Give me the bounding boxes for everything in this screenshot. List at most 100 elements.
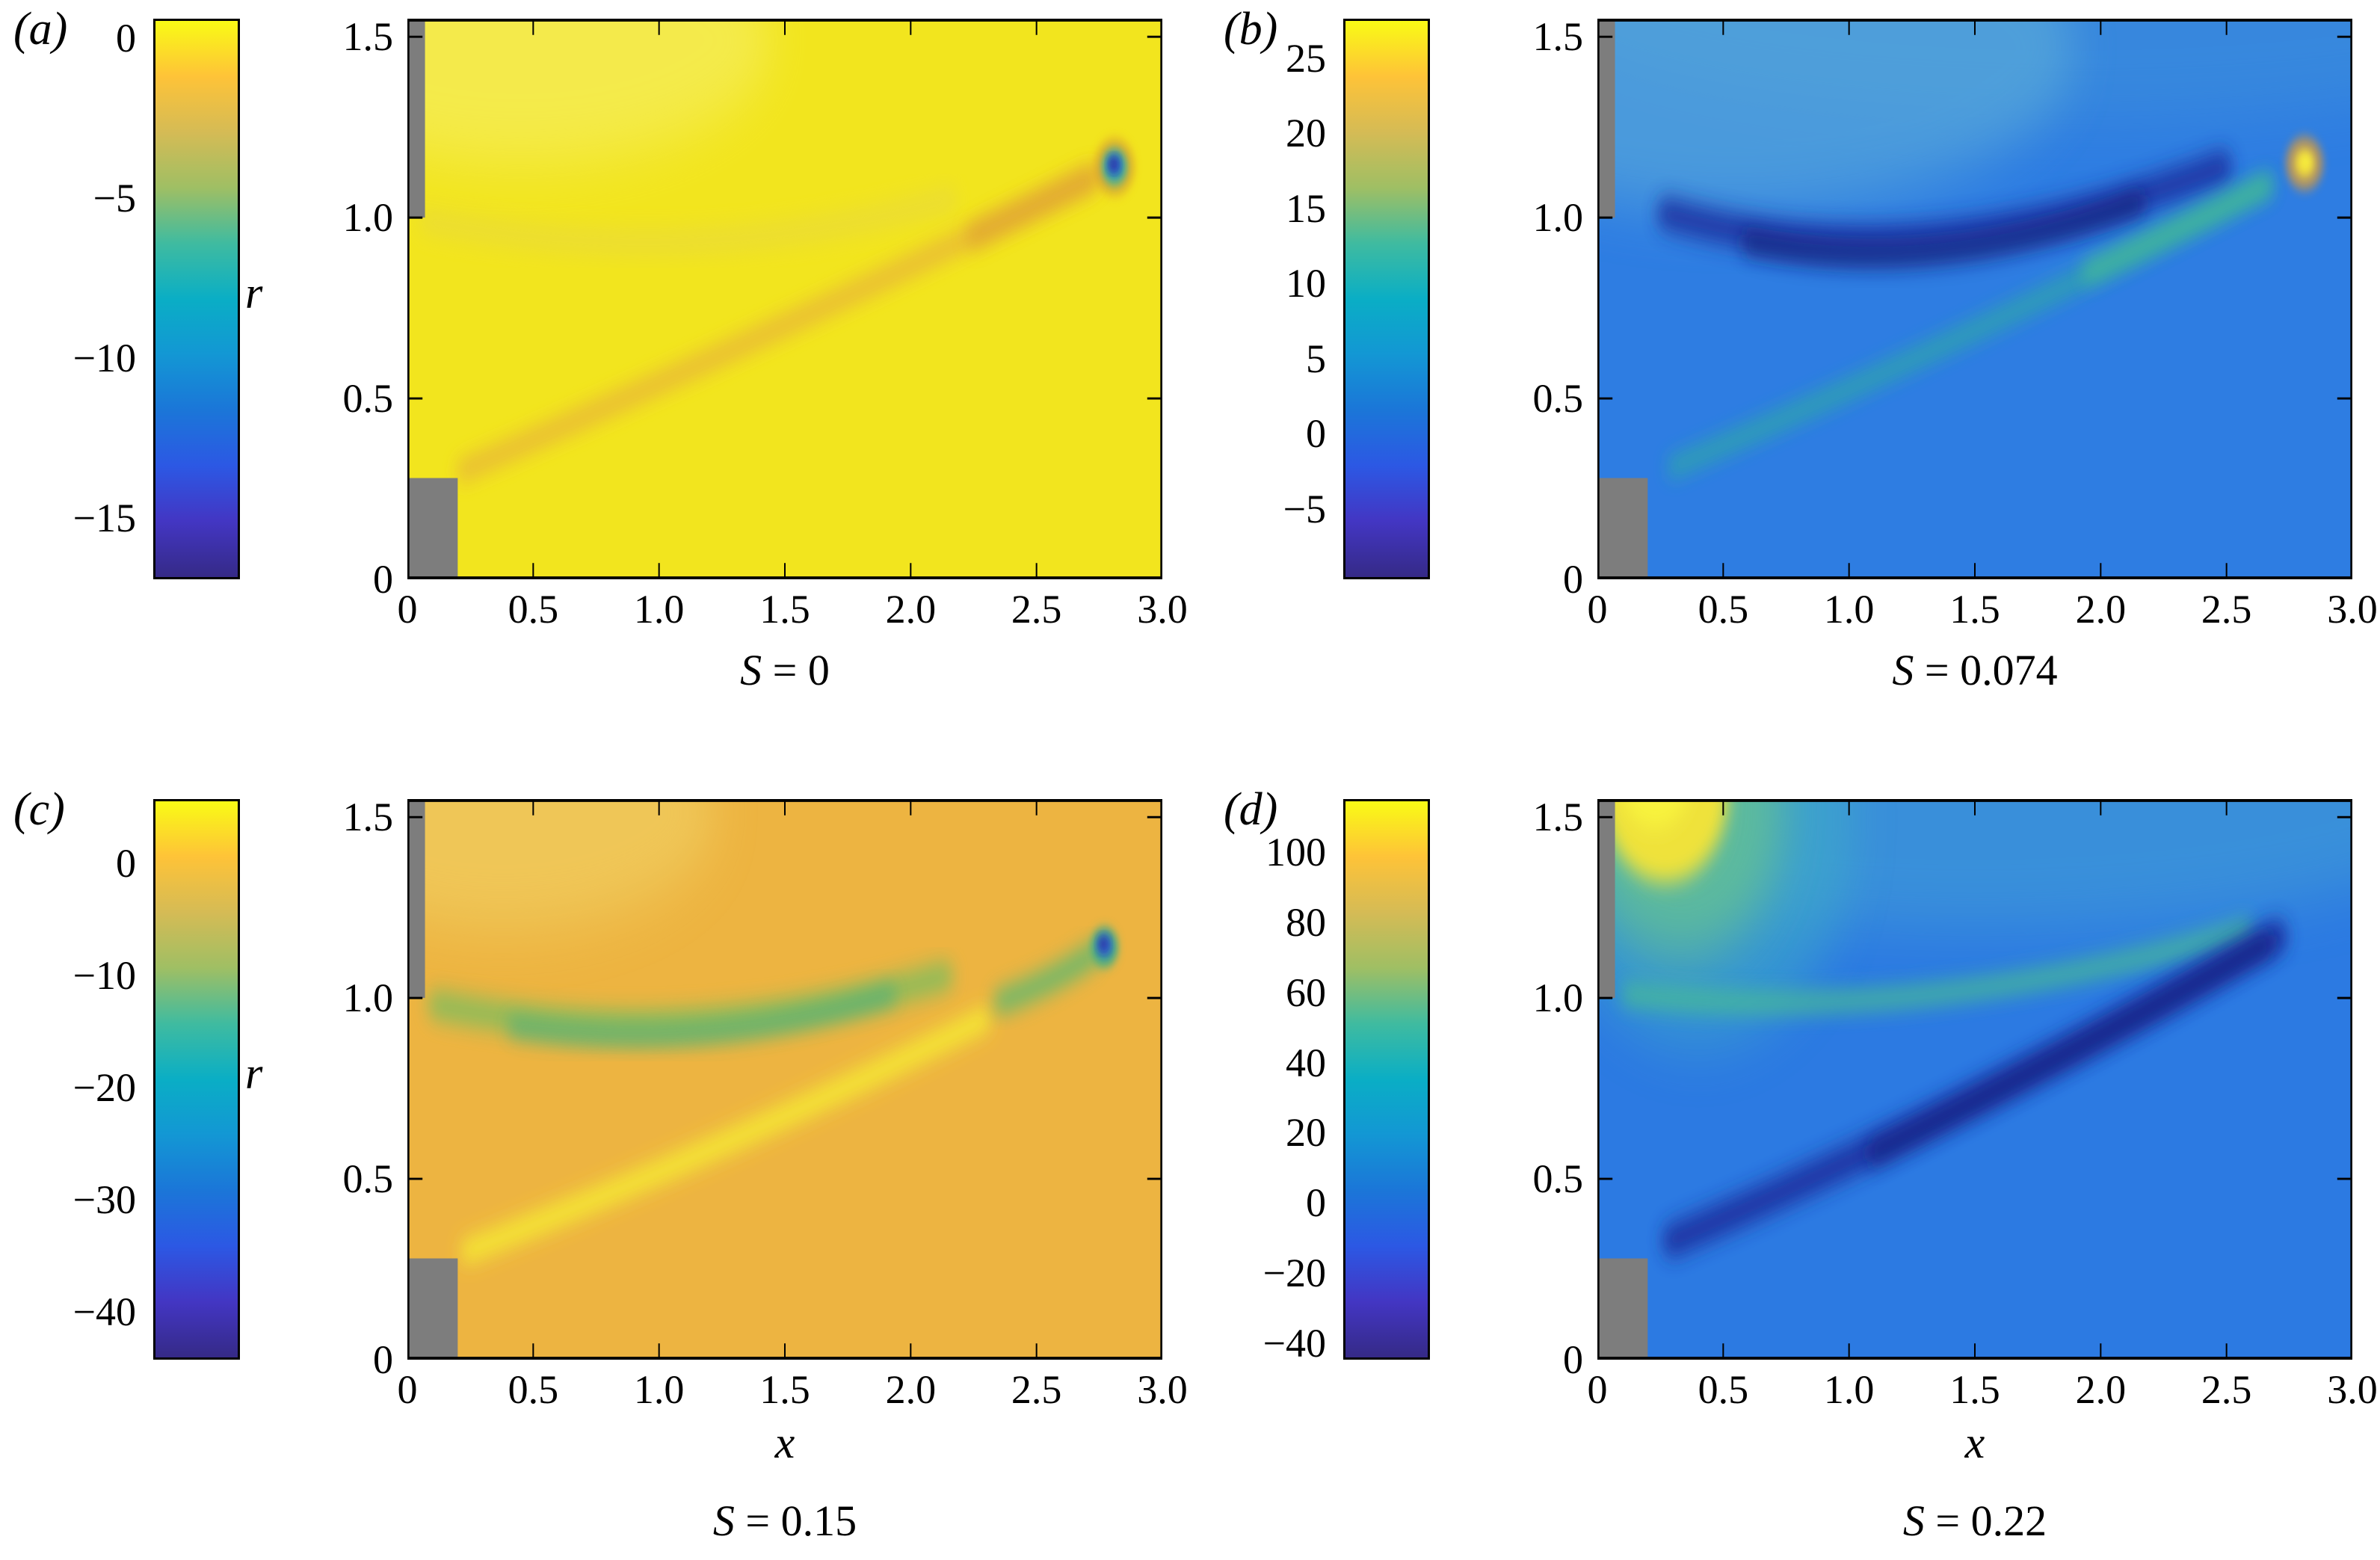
parula-colorbar-gradient: [155, 801, 238, 1357]
nozzle-wall: [407, 19, 425, 218]
y-tick-label: 1.5: [342, 795, 394, 840]
panel-a-label: (a): [13, 4, 68, 55]
colorbar-tick-label: −20: [1263, 1250, 1326, 1295]
topleft-haze: [407, 19, 773, 164]
panel-a-caption: S = 0: [407, 649, 1162, 692]
panel-b-label: (b): [1224, 4, 1278, 55]
x-tick-label: 2.5: [1011, 1367, 1062, 1412]
swirl-symbol: S: [712, 1496, 735, 1545]
nozzle-centerbody: [407, 1258, 458, 1360]
swirl-value: = 0.074: [1924, 646, 2058, 694]
colorbar-tick-label: −5: [1283, 486, 1326, 531]
x-tick-label: 0: [397, 587, 418, 632]
parula-colorbar-gradient: [155, 21, 238, 577]
colorbar-tick-label: 0: [1306, 1180, 1326, 1225]
x-tick-label: 1.5: [1949, 1367, 2000, 1412]
x-tick-label: 0.5: [508, 587, 559, 632]
panel-c-caption: S = 0.15: [407, 1499, 1162, 1543]
y-tick-label: 0.5: [342, 1156, 394, 1202]
panel-c-colorbar-ticks: 0 −10 −20 −30 −40: [0, 799, 144, 1360]
panel-d: (d) 100 80 60 40 20 0 −20 −40 1.5 1.0 0.…: [1190, 780, 2380, 1560]
outer-shear-dark-core: [1741, 193, 2146, 267]
panel-d-ytick-labels: 1.5 1.0 0.5 0: [1459, 797, 1588, 1380]
nozzle-centerbody: [1597, 478, 1648, 579]
y-tick-label: 0.5: [1532, 376, 1584, 422]
panel-c-xlabel: x: [774, 1418, 795, 1467]
y-axis-ticks: [1597, 816, 2352, 1180]
panel-a-colorbar-ticks: 0 −5 −10 −15: [0, 16, 144, 579]
colorbar-tick-label: 20: [1286, 1110, 1326, 1156]
corner-max-yellow-core: [1603, 799, 1728, 883]
x-tick-label: 1.5: [759, 587, 810, 632]
x-tick-label: 0.5: [1698, 1367, 1749, 1412]
x-tick-label: 3.0: [2327, 1367, 2378, 1412]
swirl-value: = 0.22: [1935, 1496, 2047, 1545]
plot-frame: [1597, 19, 2352, 579]
panel-a-plot: [407, 19, 1162, 579]
panel-d-label: (d): [1224, 784, 1278, 835]
swirl-symbol: S: [1892, 646, 1914, 694]
swirl-symbol: S: [1902, 1496, 1925, 1545]
panel-d-colorbar: [1343, 799, 1430, 1360]
y-tick-label: 1.5: [1532, 14, 1584, 60]
x-tick-label: 3.0: [2327, 587, 2378, 632]
x-tick-label: 1.5: [1949, 587, 2000, 632]
parula-colorbar-gradient: [1345, 21, 1428, 577]
x-tick-label: 2.0: [885, 1367, 937, 1412]
y-tick-label: 1.0: [1532, 975, 1584, 1021]
colorbar-tick-label: 0: [116, 841, 136, 887]
corner-max-bright-center: [1623, 799, 1688, 828]
x-tick-label: 0: [397, 1367, 418, 1412]
x-axis-ticks: [1597, 19, 2352, 579]
colorbar-tick-label: 0: [116, 16, 136, 61]
y-axis-ticks: [1597, 35, 2352, 400]
nozzle-centerbody: [407, 478, 458, 579]
heatmap-panel-b: [1597, 19, 2352, 579]
y-tick-label: 1.0: [342, 195, 394, 241]
x-tick-label: 1.0: [633, 1367, 685, 1412]
inner-shear-yellow-streak: [460, 1008, 992, 1263]
vortex-core: [1099, 937, 1108, 950]
panel-a: (a) 0 −5 −10 −15 r 1.5 1.0 0.5 0: [0, 0, 1190, 780]
nozzle-centerbody: [1597, 1258, 1648, 1360]
x-tick-label: 3.0: [1137, 587, 1188, 632]
x-tick-label: 1.0: [1823, 587, 1875, 632]
y-tick-label: 0: [1563, 557, 1583, 602]
panel-c: (c) 0 −10 −20 −30 −40 r 1.5 1.0 0.5 0: [0, 780, 1190, 1560]
colorbar-tick-label: 60: [1286, 969, 1326, 1015]
x-tick-label: 1.0: [1823, 1367, 1875, 1412]
panel-d-xlabel: x: [1964, 1418, 1985, 1467]
panel-b-colorbar-ticks: 25 20 15 10 5 0 −5: [1190, 19, 1334, 579]
y-tick-label: 0: [1563, 1337, 1583, 1382]
colorbar-tick-label: −40: [1263, 1320, 1326, 1366]
y-tick-label: 0: [373, 1337, 393, 1382]
colorbar-tick-label: 0: [1306, 411, 1326, 456]
panel-a-ytick-labels: 1.5 1.0 0.5 0: [269, 14, 398, 599]
colorbar-tick-label: 100: [1265, 830, 1326, 875]
heatmap-panel-c: [407, 799, 1162, 1360]
y-tick-label: 0.5: [1532, 1156, 1584, 1202]
x-tick-label: 0.5: [1698, 587, 1749, 632]
colorbar-tick-label: −5: [93, 176, 136, 221]
streak-end-brightening: [966, 167, 1100, 247]
panel-b-caption: S = 0.074: [1597, 649, 2352, 692]
vortex-core: [1109, 158, 1118, 170]
y-tick-label: 1.5: [342, 14, 394, 60]
x-tick-label: 1.0: [633, 587, 685, 632]
colorbar-tick-label: −40: [73, 1289, 136, 1335]
nozzle-wall: [407, 799, 425, 999]
x-axis-ticks: [407, 19, 1162, 579]
colorbar-tick-label: −10: [73, 335, 136, 380]
vortex-core: [2300, 154, 2311, 170]
panel-d-plot: [1597, 799, 2352, 1360]
colorbar-tick-label: −20: [73, 1065, 136, 1111]
panel-b: (b) 25 20 15 10 5 0 −5 1.5 1.0 0.5 0: [1190, 0, 2380, 780]
panel-c-colorbar: [153, 799, 240, 1360]
colorbar-tick-label: 20: [1286, 111, 1326, 155]
x-tick-label: 0: [1587, 1367, 1608, 1412]
outer-shear-green-band: [1621, 920, 2254, 1012]
x-tick-label: 3.0: [1137, 1367, 1188, 1412]
x-tick-label: 2.0: [885, 587, 937, 632]
heatmap-panel-d: [1597, 799, 2352, 1360]
